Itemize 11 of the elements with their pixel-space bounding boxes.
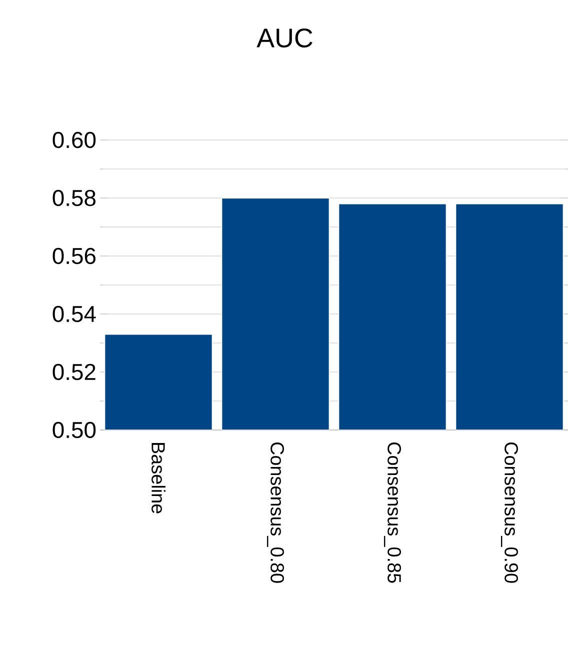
x-tick-label: Baseline [152,443,166,514]
y-tick-label: 0.56 [52,248,96,264]
y-tick-label: 0.58 [52,190,96,206]
x-tick-label: Consensus_0.90 [501,442,518,583]
x-tick-label: Consensus_0.80 [267,442,284,583]
y-tick-label: 0.50 [52,422,96,438]
y-tick-label: 0.54 [52,306,96,322]
y-tick-label: 0.52 [52,364,96,380]
y-tick-label: 0.60 [52,132,96,148]
x-tick-label: Consensus_0.85 [384,442,401,583]
chart-title: AUC [256,28,312,48]
